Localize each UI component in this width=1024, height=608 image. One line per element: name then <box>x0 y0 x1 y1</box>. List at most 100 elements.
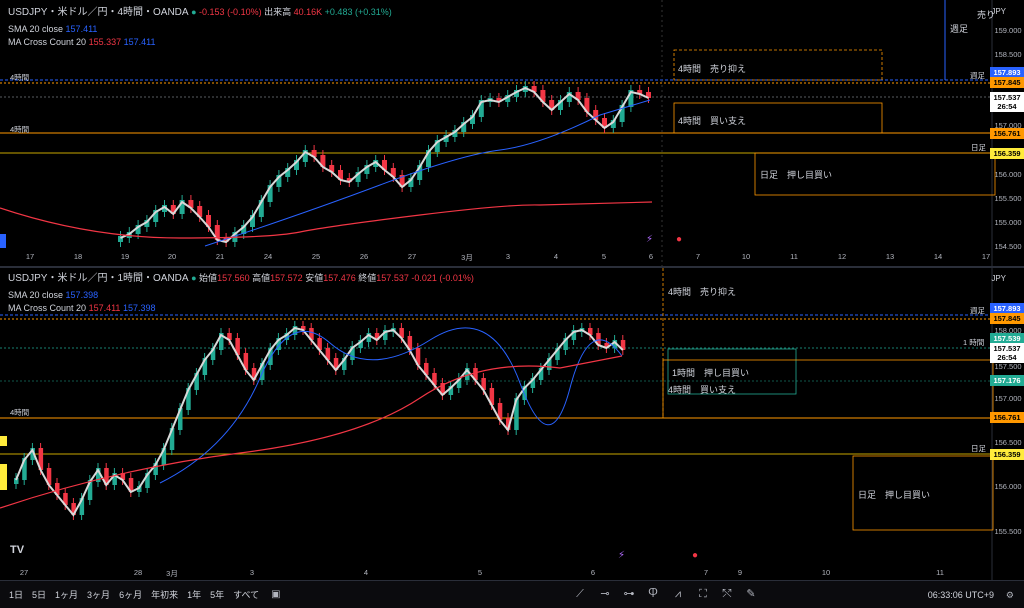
timeframe-button[interactable]: 5日 <box>32 590 47 600</box>
flash-event-icon[interactable]: ⚡ <box>618 550 626 561</box>
toolbar-marker-icon[interactable] <box>0 436 7 446</box>
time-tick: 4 <box>553 252 559 261</box>
pattern-icon[interactable]: ⩘ <box>674 588 682 600</box>
candle <box>267 185 273 202</box>
symbol-title[interactable]: USDJPY・米ドル／円・4時間・OANDA <box>8 7 189 18</box>
close-value: 157.537 <box>376 273 409 283</box>
price-tick: 158.500 <box>994 50 1022 59</box>
candle <box>194 373 199 390</box>
ma-cross-line <box>0 355 623 509</box>
status-dot-icon: ● <box>191 7 197 17</box>
candle <box>604 343 609 348</box>
price-tick: 157.000 <box>994 394 1022 403</box>
time-tick: 7 <box>695 252 701 261</box>
high-value: 157.572 <box>270 273 303 283</box>
horizontal-line-icon[interactable]: ⊶ <box>623 588 635 600</box>
currency-selector[interactable]: JPY <box>991 274 1006 283</box>
timeframe-button[interactable]: 6ヶ月 <box>119 590 143 600</box>
time-tick: 7 <box>703 568 709 577</box>
price-label: 157.539 <box>990 333 1024 344</box>
ma-value-2: 157.398 <box>122 303 156 313</box>
candle <box>153 463 158 475</box>
legend-4h: USDJPY・米ドル／円・4時間・OANDA ● -0.153 (-0.10%)… <box>8 6 392 49</box>
settings-icon[interactable]: ⚙ <box>1005 590 1014 600</box>
candle <box>137 486 142 492</box>
candle <box>294 160 299 170</box>
candle <box>408 178 414 187</box>
box-buy-1h: 1時間 押し目買い <box>672 368 750 378</box>
price-label: 157.893 <box>990 303 1024 314</box>
volume-change: +0.483 (+0.31%) <box>324 7 392 17</box>
toolbar-marker-icon[interactable] <box>0 464 7 490</box>
candle <box>366 333 372 342</box>
currency-selector[interactable]: JPY <box>991 7 1006 16</box>
price-label: 157.845 <box>990 77 1024 88</box>
legend-1h: USDJPY・米ドル／円・1時間・OANDA ● 始値157.560 高値157… <box>8 272 474 315</box>
candle <box>497 403 503 420</box>
candle <box>407 336 413 350</box>
us-flag-event-icon[interactable]: ● <box>692 550 699 561</box>
candle <box>415 348 421 365</box>
fib-icon[interactable]: Ⴔ <box>648 588 658 600</box>
chart-canvas-1h[interactable] <box>0 268 1024 580</box>
ma-label[interactable]: MA Cross Count 20 <box>8 303 87 313</box>
candle <box>547 358 552 370</box>
time-tick: 5 <box>601 252 607 261</box>
candle <box>325 348 331 360</box>
line-label-1h: 1 時間 <box>963 338 985 347</box>
timeframe-button[interactable]: 1ヶ月 <box>55 590 79 600</box>
line-label-4h-b: 4時間 <box>10 125 30 134</box>
candle <box>496 98 502 102</box>
timeframe-button[interactable]: 5年 <box>210 590 225 600</box>
price-label: 157.537 <box>990 343 1024 354</box>
candle <box>538 368 544 380</box>
us-flag-event-icon[interactable]: ● <box>676 234 683 245</box>
trend-line-icon[interactable]: ⟋ <box>576 588 584 600</box>
open-label: 始値 <box>199 273 218 283</box>
ma-label[interactable]: MA Cross Count 20 <box>8 37 87 47</box>
price-tick: 159.000 <box>994 26 1022 35</box>
candle <box>628 90 634 107</box>
sma-label[interactable]: SMA 20 close <box>8 290 64 300</box>
box-buy-4h: 4時間 買い支え <box>668 385 737 395</box>
measure-icon[interactable]: ⤲ <box>722 588 732 600</box>
volume-value: 40.16K <box>293 7 323 17</box>
chart-pane-1h[interactable]: USDJPY・米ドル／円・1時間・OANDA ● 始値157.560 高値157… <box>0 268 1024 580</box>
candle <box>602 118 607 128</box>
pane-divider[interactable] <box>0 266 1024 268</box>
candle <box>440 383 445 395</box>
timeframe-button[interactable]: すべて <box>233 590 260 600</box>
timeframe-button[interactable]: 1日 <box>9 590 24 600</box>
time-tick: 17 <box>981 252 991 261</box>
box-buy-4h: 4時間 買い支え <box>678 116 747 126</box>
price-tick: 157.000 <box>994 121 1022 130</box>
brush-icon[interactable]: ✎ <box>746 588 756 600</box>
candle <box>46 468 52 485</box>
ma-cross-line <box>0 201 653 239</box>
time-tick: 6 <box>648 252 654 261</box>
candle <box>514 90 519 97</box>
chart-pane-4h[interactable]: USDJPY・米ドル／円・4時間・OANDA ● -0.153 (-0.10%)… <box>0 0 1024 266</box>
smoothed-price-line <box>120 86 649 244</box>
price-tick: 158.000 <box>994 326 1022 335</box>
flash-event-icon[interactable]: ⚡ <box>646 234 654 245</box>
chart-canvas-4h[interactable] <box>0 0 1024 266</box>
calendar-icon[interactable]: ▣ <box>271 589 281 600</box>
clock[interactable]: 06:33:06 UTC+9 <box>927 590 994 600</box>
timeframe-button[interactable]: 3ヶ月 <box>87 590 111 600</box>
candle <box>506 418 511 430</box>
time-tick: 4 <box>363 568 369 577</box>
timeframe-button[interactable]: 1年 <box>187 590 202 600</box>
timeframe-button[interactable]: 年初来 <box>151 590 179 600</box>
candle <box>309 328 314 340</box>
rectangle-icon[interactable]: ⛶ <box>699 588 707 600</box>
toolbar-active-icon[interactable] <box>0 234 6 248</box>
candle <box>38 448 44 470</box>
candle <box>202 358 208 375</box>
sma-label[interactable]: SMA 20 close <box>8 24 64 34</box>
left-drawing-toolbar[interactable] <box>0 228 7 508</box>
horizontal-ray-icon[interactable]: ⊸ <box>600 588 610 600</box>
price-tick: 155.000 <box>994 218 1022 227</box>
symbol-title[interactable]: USDJPY・米ドル／円・1時間・OANDA <box>8 273 189 284</box>
time-tick: 5 <box>477 568 483 577</box>
